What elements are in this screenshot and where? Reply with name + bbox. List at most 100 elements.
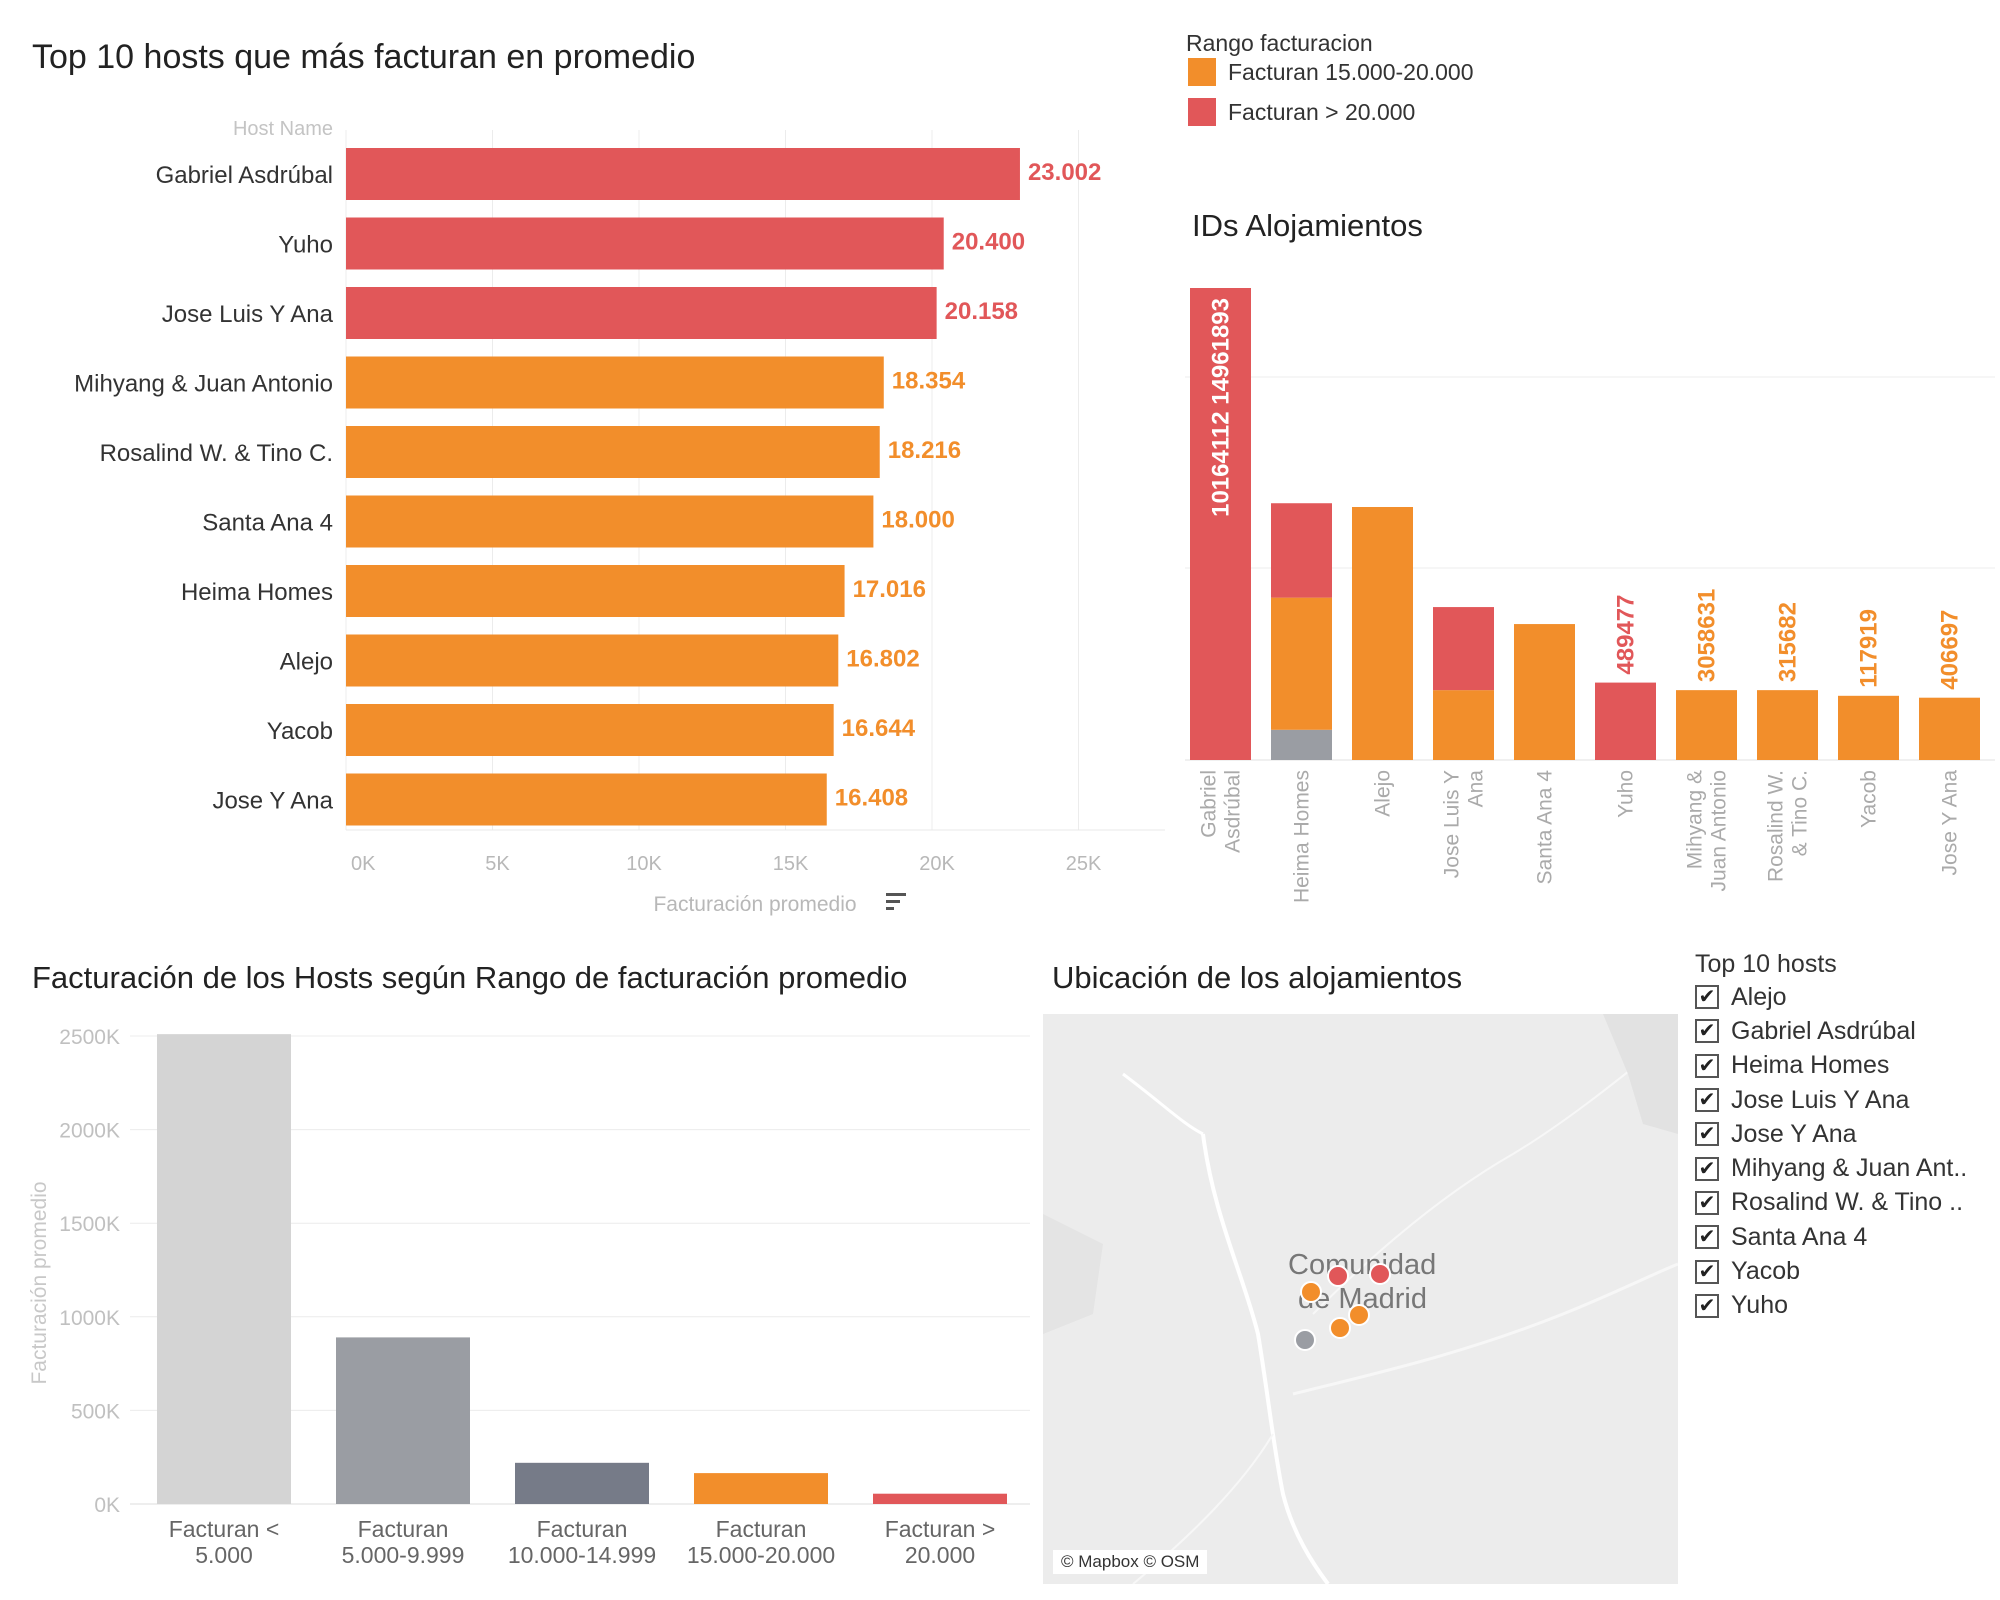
map-point[interactable] [1348, 1304, 1370, 1326]
rango-bar[interactable] [336, 1337, 470, 1504]
category-label: Facturan < [169, 1516, 280, 1542]
id-bar-segment[interactable] [1433, 690, 1494, 760]
category-label: Santa Ana 4 [1534, 770, 1557, 885]
chart1-title: Top 10 hosts que más facturan en promedi… [32, 38, 696, 76]
category-label-group: Rosalind W. & Tino C. [1765, 770, 1812, 882]
category-label: Heima Homes [1291, 770, 1314, 903]
filter-item[interactable]: ✔ Yuho [1695, 1289, 1967, 1323]
x-tick-label: 20K [919, 853, 955, 875]
id-bar-segment[interactable] [1271, 729, 1332, 760]
map-point[interactable] [1294, 1329, 1316, 1351]
checkbox-icon[interactable]: ✔ [1695, 1190, 1719, 1215]
host-label: Mihyang & Juan Antonio [74, 371, 333, 398]
map-area [1043, 1214, 1103, 1334]
filter-item[interactable]: ✔ Gabriel Asdrúbal [1695, 1014, 1967, 1048]
filter-item[interactable]: ✔ Santa Ana 4 [1695, 1220, 1967, 1254]
host-bar[interactable] [346, 217, 944, 270]
category-label: Jose Luis Y [1441, 770, 1464, 878]
category-label-group: Yuho [1615, 770, 1638, 818]
id-mark-label: 489477 [1613, 594, 1640, 674]
category-label: Jose Y Ana [1939, 770, 1962, 876]
y-tick-label: 1500K [59, 1213, 120, 1236]
legend-item-gt-20[interactable]: Facturan > 20.000 [1188, 98, 1415, 126]
checkbox-icon[interactable]: ✔ [1695, 1156, 1719, 1181]
host-label: Gabriel Asdrúbal [156, 162, 333, 189]
host-bar[interactable] [346, 704, 834, 756]
x-tick-label: 15K [773, 853, 809, 875]
filter-item[interactable]: ✔ Mihyang & Juan Ant.. [1695, 1151, 1967, 1185]
id-bar-segment[interactable] [1757, 690, 1818, 760]
host-label: Yacob [267, 718, 333, 745]
value-label: 18.216 [888, 437, 961, 464]
category-label-group: Jose Y Ana [1939, 770, 1962, 876]
checkbox-icon[interactable]: ✔ [1695, 1122, 1719, 1147]
category-label: Mihyang & [1684, 770, 1707, 869]
rango-bar[interactable] [873, 1493, 1007, 1504]
filter-item-label: Heima Homes [1731, 1051, 1890, 1080]
id-bar-segment[interactable] [1352, 507, 1413, 760]
host-bar[interactable] [346, 773, 827, 826]
host-bar[interactable] [346, 287, 937, 339]
filter-item[interactable]: ✔ Yacob [1695, 1254, 1967, 1288]
id-bar-segment[interactable] [1838, 695, 1899, 760]
rango-bar[interactable] [515, 1462, 649, 1504]
id-bar-segment[interactable] [1514, 624, 1575, 760]
map-point[interactable] [1327, 1265, 1349, 1287]
category-label: Yuho [1615, 770, 1638, 818]
sort-icon[interactable] [886, 893, 906, 910]
checkbox-icon[interactable]: ✔ [1695, 1019, 1719, 1044]
map-point[interactable] [1369, 1263, 1391, 1285]
host-bar[interactable] [346, 356, 884, 409]
y-tick-label: 2500K [59, 1026, 120, 1049]
x-tick-label: 25K [1066, 853, 1102, 875]
filter-item[interactable]: ✔ Jose Y Ana [1695, 1117, 1967, 1151]
host-bar[interactable] [346, 148, 1020, 200]
checkbox-icon[interactable]: ✔ [1695, 1053, 1719, 1078]
filter-item[interactable]: ✔ Jose Luis Y Ana [1695, 1083, 1967, 1117]
sort-icon-line [886, 907, 894, 910]
sort-icon-line [886, 900, 900, 903]
checkbox-icon[interactable]: ✔ [1695, 1225, 1719, 1250]
id-bar-segment[interactable] [1271, 503, 1332, 598]
id-bar-segment[interactable] [1919, 697, 1980, 760]
id-bar-segment[interactable] [1271, 597, 1332, 730]
rango-bar[interactable] [157, 1034, 291, 1504]
legend-title: Rango facturacion [1186, 30, 1373, 56]
id-bar-segment[interactable] [1190, 288, 1251, 760]
map-title: Ubicación de los alojamientos [1052, 960, 1463, 995]
filter-item[interactable]: ✔ Rosalind W. & Tino .. [1695, 1186, 1967, 1220]
rango-bar[interactable] [694, 1473, 828, 1504]
category-label: 5.000 [195, 1542, 253, 1568]
category-label-group: Mihyang & Juan Antonio [1684, 770, 1731, 891]
checkbox-icon[interactable]: ✔ [1695, 1293, 1719, 1318]
id-bar-segment[interactable] [1676, 690, 1737, 760]
map-point[interactable] [1329, 1317, 1351, 1339]
sort-icon-line [886, 893, 906, 896]
map-credit[interactable]: © Mapbox © OSM [1053, 1550, 1208, 1574]
value-label: 16.802 [846, 646, 919, 673]
id-bar-segment[interactable] [1595, 682, 1656, 760]
checkbox-icon[interactable]: ✔ [1695, 1259, 1719, 1284]
map-point[interactable] [1300, 1281, 1322, 1303]
category-label-group: Santa Ana 4 [1534, 770, 1557, 885]
host-bar[interactable] [346, 426, 880, 478]
host-bar[interactable] [346, 634, 839, 687]
y-tick-label: 500K [71, 1400, 120, 1423]
id-mark-label: 117919 [1856, 609, 1883, 688]
id-bar-segment[interactable] [1433, 607, 1494, 691]
host-bar[interactable] [346, 495, 874, 548]
legend-item-15-20[interactable]: Facturan 15.000-20.000 [1188, 58, 1474, 86]
filter-item-label: Santa Ana 4 [1731, 1222, 1868, 1251]
filter-item[interactable]: ✔ Heima Homes [1695, 1049, 1967, 1083]
map-view[interactable]: Comunidad de Madrid © Mapbox © OSM [1043, 1014, 1678, 1584]
legend-label: Facturan 15.000-20.000 [1228, 58, 1474, 85]
map-road [1122, 1072, 1204, 1136]
category-label: Gabriel [1198, 770, 1221, 838]
checkbox-icon[interactable]: ✔ [1695, 985, 1719, 1010]
host-label: Heima Homes [181, 579, 333, 606]
category-label: 15.000-20.000 [687, 1542, 835, 1568]
filter-item[interactable]: ✔ Alejo [1695, 980, 1967, 1014]
host-bar[interactable] [346, 565, 845, 617]
filter-title: Top 10 hosts [1695, 950, 1837, 978]
checkbox-icon[interactable]: ✔ [1695, 1088, 1719, 1113]
